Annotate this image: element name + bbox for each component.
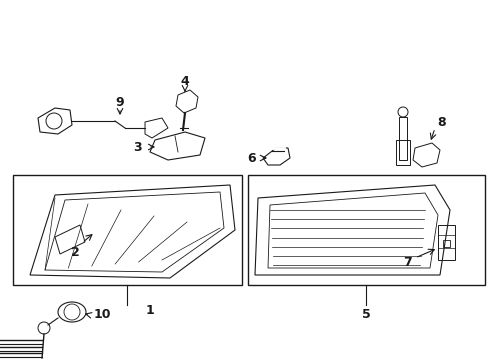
Text: 5: 5 (361, 309, 369, 321)
Text: 1: 1 (145, 303, 154, 316)
Bar (13, 175, 242, 285)
Text: 3: 3 (133, 140, 142, 153)
Circle shape (397, 107, 407, 117)
Text: 10: 10 (93, 309, 110, 321)
Text: 4: 4 (180, 75, 189, 87)
Text: 7: 7 (403, 256, 411, 270)
Ellipse shape (58, 302, 86, 322)
Bar (247, 175, 484, 285)
Text: 9: 9 (116, 95, 124, 108)
Text: 6: 6 (247, 152, 256, 165)
Text: 2: 2 (70, 246, 79, 258)
Text: 8: 8 (437, 116, 446, 129)
